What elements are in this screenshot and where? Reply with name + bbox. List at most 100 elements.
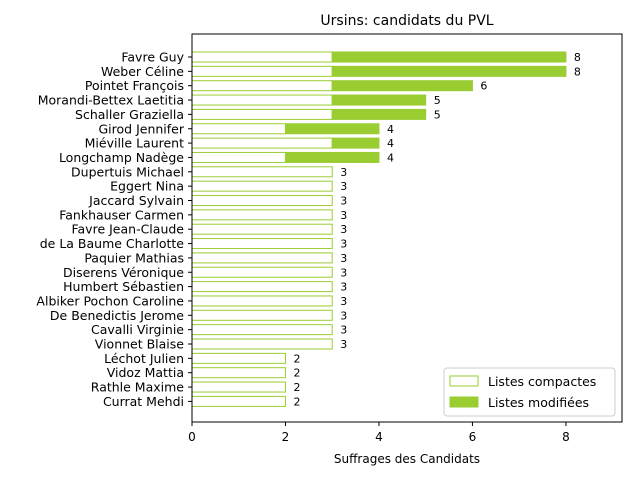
bar-compact bbox=[191, 367, 286, 379]
bar-value-label: 4 bbox=[387, 137, 394, 150]
y-tick-label: Eggert Nina bbox=[110, 179, 184, 194]
bar-compact bbox=[191, 108, 333, 120]
bar-compact bbox=[191, 209, 333, 221]
y-tick-label: Léchot Julien bbox=[104, 351, 184, 366]
legend-label-compact: Listes compactes bbox=[488, 374, 596, 389]
y-tick-label: Dupertuis Michael bbox=[71, 164, 184, 179]
bar-value-label: 8 bbox=[574, 51, 581, 64]
y-tick-label: Vionnet Blaise bbox=[95, 337, 185, 352]
x-tick-label: 4 bbox=[375, 430, 383, 444]
bar-compact bbox=[191, 137, 333, 149]
bar-compact bbox=[191, 80, 333, 92]
y-tick-label: Vidoz Mattia bbox=[107, 365, 184, 380]
bar-compact bbox=[191, 51, 333, 63]
x-axis: 0 2 4 6 8 bbox=[188, 422, 570, 444]
y-tick-label: Jaccard Sylvain bbox=[88, 193, 184, 208]
y-tick-label: Morandi-Bettex Laetitia bbox=[38, 93, 184, 108]
y-tick-label: Albiker Pochon Caroline bbox=[36, 293, 184, 308]
y-tick-label: Rathle Maxime bbox=[91, 380, 185, 395]
bar-compact bbox=[191, 223, 333, 235]
bar-modified bbox=[331, 94, 427, 106]
bar-modified bbox=[284, 151, 380, 163]
bar-value-label: 3 bbox=[340, 295, 347, 308]
bar-compact bbox=[191, 195, 333, 206]
y-tick-label: Humbert Sébastien bbox=[63, 279, 184, 294]
bar-compact bbox=[191, 252, 333, 264]
x-axis-label: Suffrages des Candidats bbox=[334, 452, 480, 466]
legend-swatch-compact bbox=[449, 375, 479, 387]
bar-modified bbox=[331, 51, 567, 63]
bar-value-label: 3 bbox=[340, 223, 347, 236]
bar-modified bbox=[331, 108, 427, 120]
legend-box bbox=[443, 367, 616, 417]
x-tick-label: 0 bbox=[188, 430, 196, 444]
y-tick-label: Diserens Véronique bbox=[63, 265, 184, 280]
chart-title: Ursins: candidats du PVL bbox=[320, 13, 493, 29]
bar-compact bbox=[191, 395, 286, 407]
bar-compact bbox=[191, 94, 333, 106]
y-tick-label: Pointet François bbox=[85, 78, 184, 93]
bar-modified bbox=[331, 137, 380, 149]
bar-value-label: 5 bbox=[434, 108, 441, 121]
bar-value-label: 3 bbox=[340, 252, 347, 265]
bar-compact bbox=[191, 238, 333, 250]
bar-compact bbox=[191, 381, 286, 393]
legend: Listes compactes Listes modifiées bbox=[443, 367, 616, 417]
y-tick-label: Fankhauser Carmen bbox=[59, 207, 184, 222]
bar-compact bbox=[191, 281, 333, 293]
legend-label-modified: Listes modifiées bbox=[488, 395, 589, 410]
bar-compact bbox=[191, 180, 333, 192]
bar-value-label: 3 bbox=[340, 209, 347, 222]
y-tick-label: Favre Jean-Claude bbox=[71, 222, 184, 237]
bar-value-label: 3 bbox=[340, 195, 347, 208]
bar-modified bbox=[331, 65, 567, 77]
y-tick-label: de La Baume Charlotte bbox=[40, 236, 185, 251]
bar-value-label: 3 bbox=[340, 338, 347, 351]
plot-frame bbox=[191, 33, 623, 423]
bar-compact bbox=[191, 324, 333, 336]
bar-compact bbox=[191, 151, 286, 163]
bar-compact bbox=[191, 123, 286, 135]
bar-compact bbox=[191, 65, 333, 77]
bar-compact bbox=[191, 295, 333, 307]
bar-value-label: 5 bbox=[434, 94, 441, 107]
bar-compact bbox=[191, 266, 333, 278]
y-tick-label: Cavalli Virginie bbox=[91, 322, 184, 337]
bar-value-label: 3 bbox=[340, 281, 347, 294]
bar-value-label: 2 bbox=[293, 367, 300, 380]
bar-value-label: 3 bbox=[340, 309, 347, 322]
y-tick-label: De Benedictis Jerome bbox=[50, 308, 184, 323]
y-tick-label: Miéville Laurent bbox=[85, 136, 184, 151]
y-tick-label: Schaller Graziella bbox=[75, 107, 184, 122]
bar-value-label: 6 bbox=[480, 80, 487, 93]
bar-value-label: 2 bbox=[293, 381, 300, 394]
bar-compact bbox=[191, 166, 333, 178]
bar-value-label: 3 bbox=[340, 166, 347, 179]
bar-compact bbox=[191, 309, 333, 321]
y-tick-label: Longchamp Nadège bbox=[59, 150, 184, 165]
legend-swatch-modified bbox=[449, 396, 479, 408]
bar-value-label: 2 bbox=[293, 352, 300, 365]
y-tick-label: Favre Guy bbox=[121, 50, 184, 65]
bar-value-label: 4 bbox=[387, 123, 394, 136]
bar-compact bbox=[191, 352, 286, 364]
bar-value-label: 3 bbox=[340, 266, 347, 279]
x-tick-label: 6 bbox=[469, 430, 477, 444]
y-tick-label: Girod Jennifer bbox=[98, 121, 184, 136]
bar-modified bbox=[284, 123, 380, 135]
x-tick-label: 8 bbox=[562, 430, 570, 444]
bar-modified bbox=[331, 80, 473, 92]
y-tick-label: Paquier Mathias bbox=[84, 250, 184, 265]
bar-value-label: 3 bbox=[340, 238, 347, 251]
y-tick-label: Currat Mehdi bbox=[103, 394, 184, 409]
bar-value-label: 8 bbox=[574, 65, 581, 78]
bar-value-label: 4 bbox=[387, 151, 394, 164]
bar-compact bbox=[191, 338, 333, 350]
bar-value-label: 2 bbox=[293, 395, 300, 408]
x-tick-label: 2 bbox=[282, 430, 290, 444]
bar-value-label: 3 bbox=[340, 324, 347, 337]
bar-value-label: 3 bbox=[340, 180, 347, 193]
